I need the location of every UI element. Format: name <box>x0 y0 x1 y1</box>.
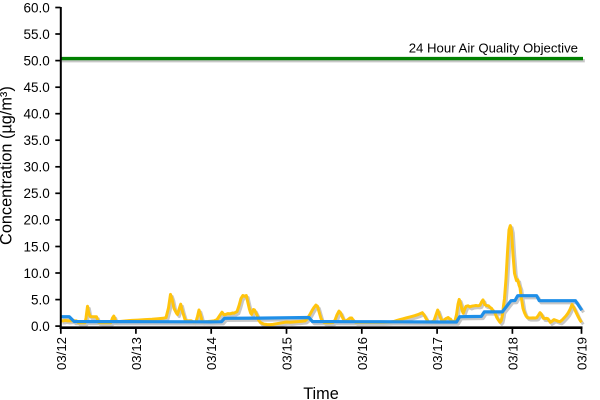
svg-text:03/14: 03/14 <box>204 337 219 370</box>
svg-text:03/18: 03/18 <box>505 337 520 370</box>
svg-text:03/12: 03/12 <box>54 337 69 370</box>
svg-text:03/15: 03/15 <box>280 337 295 370</box>
svg-text:Time: Time <box>303 385 339 400</box>
svg-text:30.0: 30.0 <box>24 160 50 175</box>
svg-text:0.0: 0.0 <box>31 319 50 334</box>
svg-text:5.0: 5.0 <box>31 292 50 307</box>
svg-text:20.0: 20.0 <box>24 213 50 228</box>
svg-text:45.0: 45.0 <box>24 80 50 95</box>
svg-text:03/16: 03/16 <box>355 337 370 370</box>
svg-text:50.0: 50.0 <box>24 53 50 68</box>
svg-text:10.0: 10.0 <box>24 266 50 281</box>
svg-text:03/13: 03/13 <box>129 337 144 370</box>
svg-text:35.0: 35.0 <box>24 133 50 148</box>
svg-text:03/17: 03/17 <box>430 337 445 370</box>
svg-text:40.0: 40.0 <box>24 107 50 122</box>
svg-text:60.0: 60.0 <box>24 0 50 15</box>
svg-text:03/19: 03/19 <box>575 337 590 370</box>
svg-text:25.0: 25.0 <box>24 186 50 201</box>
svg-text:15.0: 15.0 <box>24 239 50 254</box>
svg-text:Concentration (µg/m³): Concentration (µg/m³) <box>0 86 16 245</box>
svg-text:55.0: 55.0 <box>24 27 50 42</box>
svg-text:24 Hour Air Quality Objective: 24 Hour Air Quality Objective <box>409 41 578 56</box>
